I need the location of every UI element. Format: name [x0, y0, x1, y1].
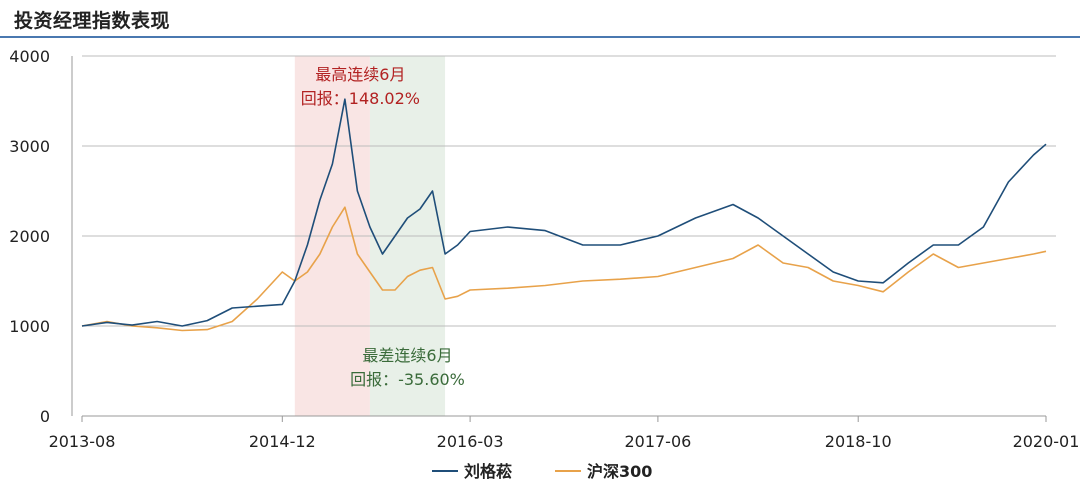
legend[interactable]: 刘格菘 沪深300 — [432, 462, 652, 481]
x-tick-label: 2017-06 — [624, 432, 691, 451]
gridlines — [82, 55, 1056, 327]
best-6m-label: 最高连续6月 — [315, 65, 405, 84]
series-lines — [81, 98, 1047, 332]
y-axis-ticks: 0 1000 2000 3000 4000 — [9, 47, 73, 426]
x-tick-label: 2013-08 — [49, 432, 116, 451]
x-tick-label: 2014-12 — [249, 432, 316, 451]
y-tick-label: 0 — [40, 407, 50, 426]
x-axis: 2013-08 2014-12 2016-03 2017-06 2018-10 2020-… — [49, 415, 1080, 451]
legend-hs300-label[interactable]: 沪深300 — [587, 462, 652, 481]
header-rule — [0, 36, 1080, 38]
x-tick-label: 2018-10 — [825, 432, 892, 451]
hs300-series-line — [81, 206, 1047, 332]
y-tick-label: 2000 — [9, 227, 50, 246]
y-tick-label: 1000 — [9, 317, 50, 336]
page-title: 投资经理指数表现 — [14, 10, 171, 32]
chart-header: 投资经理指数表现 — [0, 0, 1080, 38]
x-tick-label: 2016-03 — [437, 432, 504, 451]
best-6m-return: 回报：148.02% — [301, 89, 420, 108]
worst-6m-return: 回报：-35.60% — [350, 370, 465, 389]
manager-series-line — [81, 98, 1047, 327]
y-tick-label: 4000 — [9, 47, 50, 66]
legend-manager-label[interactable]: 刘格菘 — [464, 462, 512, 481]
y-tick-label: 3000 — [9, 137, 50, 156]
x-tick-label: 2020-01 — [1013, 432, 1080, 451]
worst-6m-label: 最差连续6月 — [362, 346, 452, 365]
